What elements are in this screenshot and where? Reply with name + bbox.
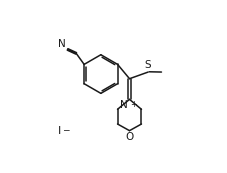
Text: I: I: [57, 126, 61, 136]
Text: −: −: [62, 125, 69, 134]
Text: N: N: [58, 39, 66, 49]
Text: O: O: [125, 132, 133, 142]
Text: +: +: [129, 100, 136, 109]
Text: N: N: [120, 100, 128, 110]
Text: S: S: [143, 60, 150, 70]
